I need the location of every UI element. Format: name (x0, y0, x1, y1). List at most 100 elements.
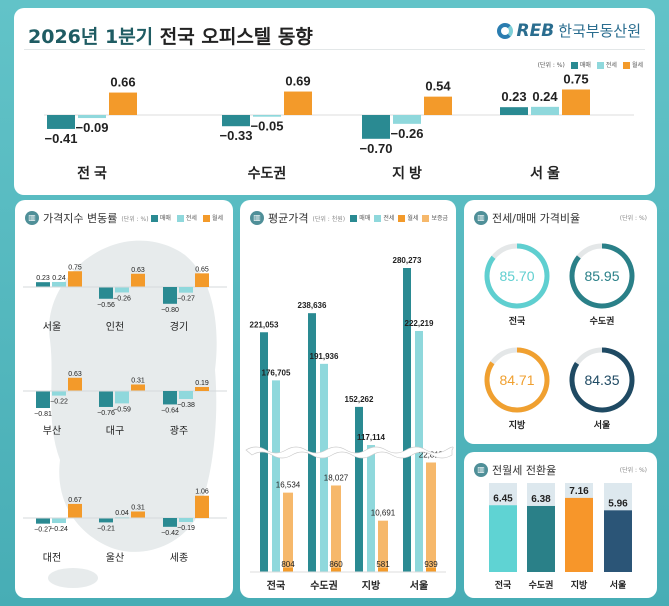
axis-break-icon (245, 446, 454, 459)
bar (565, 497, 593, 572)
data-label: 0.23 (501, 89, 526, 104)
category-label: 전국 (267, 579, 285, 592)
region-label: 서울 (43, 321, 61, 333)
data-label: 280,273 (393, 256, 422, 265)
region-label: 대전 (43, 552, 61, 564)
data-label: −0.41 (45, 131, 78, 146)
panel-title: ▥ 평균가격 (단위 : 천원) (250, 210, 345, 226)
data-label: 176,705 (262, 368, 291, 377)
data-label: −0.27 (177, 296, 195, 303)
donut-value: 85.70 (499, 268, 534, 284)
bar (99, 391, 113, 407)
bar (355, 406, 363, 572)
bar (163, 391, 177, 405)
bar (179, 518, 193, 522)
bar (527, 505, 555, 572)
bar (109, 92, 137, 115)
conversion-chart: 6.45 전국 6.38 수도권 7.16 지방 5.96 서울 (489, 483, 632, 590)
category-label: 전국 (509, 315, 526, 326)
panel-title: ▥ 전세/매매 가격비율 (474, 210, 580, 226)
bar (99, 518, 113, 523)
data-label: 6.38 (531, 494, 551, 505)
data-label: −0.64 (161, 407, 179, 414)
data-label: −0.76 (97, 410, 115, 417)
data-label: 0.24 (532, 89, 558, 104)
data-label: 0.66 (110, 75, 135, 90)
bar (604, 510, 632, 572)
conversion-panel: ▥ 전월세 전환율 (단위 : %) 6.45 전국 6.38 수도권 7.16 지방 5.9… (464, 452, 657, 598)
data-label: −0.26 (391, 126, 424, 141)
data-label: −0.59 (113, 406, 131, 413)
data-label: 221,053 (250, 320, 279, 329)
data-label: −0.56 (97, 302, 115, 309)
bar (195, 387, 209, 391)
data-label: 939 (424, 560, 438, 569)
bar (68, 503, 82, 518)
category-label: 전국 (495, 579, 512, 590)
category-label: 지방 (509, 419, 526, 430)
category-label: 지방 (362, 579, 381, 592)
category-label: 수도권 (248, 165, 287, 181)
data-label: 18,027 (324, 473, 349, 482)
bar (308, 313, 316, 572)
data-label: 0.67 (68, 497, 82, 504)
price-panel: ▥ 평균가격 (단위 : 천원) 매매 전세 월세 보증금 221,053 176,7… (240, 200, 456, 598)
bar (131, 384, 145, 391)
data-label: 0.19 (195, 380, 209, 387)
donut-value: 84.71 (499, 372, 534, 388)
data-label: 22,815 (419, 450, 444, 459)
ratio-panel: ▥ 전세/매매 가격비율 (단위 : %) 85.70 전국 85.95 수도권 84.7… (464, 200, 657, 444)
panel-title: ▥ 전월세 전환율 (474, 462, 556, 478)
data-label: 222,219 (405, 319, 434, 328)
price-chart: 221,053 176,705 16,534 804 전국 238,636 191,936 1… (245, 256, 454, 592)
bar (52, 281, 66, 287)
bar (68, 377, 82, 391)
data-label: 0.31 (131, 504, 145, 511)
bar (393, 115, 421, 124)
bar (222, 115, 250, 127)
data-label: 0.75 (68, 264, 82, 271)
data-label: 860 (329, 560, 343, 569)
data-label: 804 (281, 560, 295, 569)
data-label: −0.22 (50, 399, 68, 406)
bar (283, 492, 293, 572)
bar (163, 518, 177, 527)
bar (378, 520, 388, 572)
reb-logo: REB 한국부동산원 (496, 20, 641, 41)
index-legend: 매매 전세 월세 (150, 213, 223, 222)
data-label: −0.09 (76, 120, 109, 135)
region-label: 세종 (170, 552, 188, 564)
bar (378, 568, 388, 572)
data-label: −0.26 (113, 295, 131, 302)
bar (52, 391, 66, 396)
data-label: 581 (376, 560, 390, 569)
bar (47, 115, 75, 129)
data-label: 5.96 (608, 498, 628, 509)
data-label: −0.19 (177, 525, 195, 532)
category-label: 서울 (594, 419, 611, 430)
bar (78, 115, 106, 119)
donut-arc (484, 243, 550, 309)
region-label: 울산 (106, 552, 124, 564)
bar (403, 268, 411, 572)
data-label: −0.33 (220, 128, 253, 143)
category-label: 서울 (410, 579, 428, 592)
index-panel: 0.23 0.24 0.75 서울 −0.56 −0.26 0.63 인천 −0.80 −0.27… (15, 200, 233, 598)
bar (253, 115, 281, 117)
data-label: 0.69 (285, 74, 310, 89)
region-label: 경기 (170, 320, 188, 333)
data-label: 0.63 (131, 267, 145, 274)
bar (500, 107, 528, 115)
data-label: 1.06 (195, 489, 209, 496)
bar (367, 445, 375, 572)
page-title: 2026년 1분기 전국 오피스텔 동향 (28, 26, 313, 48)
category-label: 지 방 (392, 165, 422, 181)
chart-icon: ▥ (25, 211, 39, 225)
logo-icon (496, 22, 513, 39)
data-label: 0.04 (115, 510, 129, 517)
region-label: 광주 (170, 425, 188, 437)
bar (272, 380, 280, 572)
index-chart: 0.23 0.240.75 서울 −0.56−0.26 0.63 인천 −0.80 −0.27… (23, 240, 227, 588)
data-label: 152,262 (345, 395, 374, 404)
bar (52, 518, 66, 524)
